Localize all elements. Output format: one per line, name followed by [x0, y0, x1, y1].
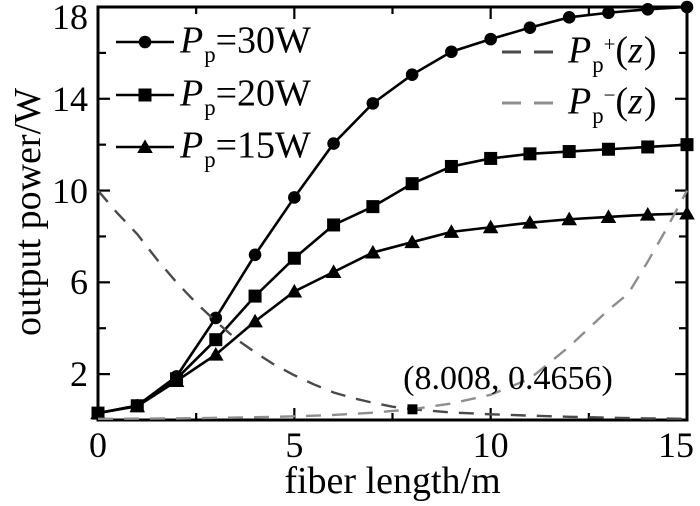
legend-token: p — [592, 51, 604, 77]
series-pp30w-marker — [445, 45, 458, 59]
series-pp20w-marker — [405, 177, 419, 191]
legend-sample-marker — [138, 88, 152, 102]
series-pp30w-marker — [602, 6, 615, 20]
series-pp15w-marker — [168, 373, 185, 387]
series-pp20w-marker — [641, 140, 655, 154]
series-pp20w-marker — [248, 289, 262, 303]
y-tick-label: 2 — [70, 354, 88, 395]
series-pp30w-marker — [248, 248, 262, 262]
series-pp20w-marker — [209, 333, 223, 347]
legend-token: p — [592, 102, 604, 128]
series-pp15w-marker — [247, 313, 263, 328]
y-tick-label: 18 — [52, 0, 88, 37]
series-pp20w-marker — [680, 138, 694, 152]
series-pp20w-marker — [444, 159, 458, 173]
legend-token: ( — [615, 80, 629, 123]
legend-series-label: Pp=15W — [180, 126, 311, 171]
series-pp20w-marker — [327, 218, 341, 232]
series-pp20w-line — [97, 143, 688, 415]
series-pp15w-marker — [600, 209, 617, 223]
y-tick-label: 14 — [52, 78, 88, 119]
series-pp20w-marker — [484, 151, 498, 165]
y-tick-label: 6 — [70, 262, 88, 303]
series-pp30w-marker — [327, 137, 340, 150]
series-pp30w-marker — [562, 11, 576, 24]
series-pp15w-marker — [129, 398, 146, 413]
legend-token: z — [628, 29, 643, 72]
legend-pump-label: Pp+(z) — [568, 31, 657, 76]
y-axis-label: output power/W — [7, 87, 49, 337]
series-pp20w-marker — [366, 200, 380, 214]
legend-sample-marker — [138, 35, 152, 49]
series-pp15w-marker — [286, 283, 303, 298]
x-tick-label: 5 — [285, 425, 304, 465]
series-pp20w-marker — [523, 147, 537, 161]
series-pp15w-marker — [561, 211, 577, 226]
series-pp30w-marker — [484, 32, 497, 46]
series-pp30w-marker — [680, 0, 694, 14]
legend-token: ) — [643, 80, 657, 123]
series-pp15w-marker — [365, 244, 381, 259]
series-pp15w-marker — [522, 215, 538, 229]
series-pp15w-line — [97, 212, 688, 415]
annotation-label: (8.008, 0.4656) — [403, 360, 613, 397]
series-pp15w-marker — [208, 347, 224, 361]
legend-token: − — [603, 82, 616, 107]
series-pp15w-marker — [325, 264, 342, 279]
series-pp20w-marker — [562, 145, 576, 159]
series-pp15w-marker — [482, 219, 499, 234]
series-pp30w-marker — [405, 68, 419, 81]
series-pp30w-marker — [641, 2, 655, 16]
series-pp15w-marker — [679, 205, 695, 220]
legend-token: =20W — [215, 72, 311, 115]
legend-token: p — [204, 146, 216, 172]
annotation-marker — [407, 404, 418, 415]
legend-token: z — [628, 80, 643, 123]
legend-series-label: Pp=30W — [180, 21, 311, 66]
legend-token: ) — [643, 29, 657, 72]
x-tick-label: 10 — [472, 425, 509, 465]
series-pp20w-marker — [601, 142, 615, 156]
series-pp30w-marker — [523, 21, 537, 34]
legend-token: P — [568, 29, 592, 72]
series-pp15w-marker — [404, 234, 420, 249]
legend-pump-label: Pp−(z) — [568, 82, 657, 127]
x-tick-label: 0 — [89, 425, 107, 465]
series-pp15w-marker — [443, 224, 460, 238]
series-pp15w-marker — [90, 405, 106, 420]
legend-token: =30W — [215, 19, 311, 62]
legend-token: P — [180, 72, 204, 115]
legend-token: P — [180, 124, 204, 167]
series-pp20w-marker — [287, 251, 301, 265]
legend-token: ( — [615, 29, 629, 72]
x-tick-label: 15 — [658, 425, 694, 465]
legend-token: P — [180, 19, 204, 62]
x-axis-label: fiber length/m — [284, 460, 501, 502]
series-ppz-line — [97, 189, 688, 421]
legend-token: p — [204, 41, 216, 67]
legend-token: P — [568, 80, 592, 123]
legend-sample-marker — [137, 139, 153, 153]
legend-token: + — [603, 31, 616, 56]
series-pp30w-marker — [209, 311, 223, 325]
series-pp30w-marker — [288, 191, 301, 204]
series-pp30w-line — [97, 5, 688, 415]
series-ppz-line — [97, 189, 689, 421]
legend-series-label: Pp=20W — [180, 74, 311, 119]
legend-token: =15W — [215, 124, 311, 167]
y-tick-label: 10 — [52, 170, 88, 211]
series-pp15w-marker — [639, 207, 656, 221]
series-pp30w-marker — [366, 97, 380, 110]
legend-token: p — [204, 94, 216, 120]
